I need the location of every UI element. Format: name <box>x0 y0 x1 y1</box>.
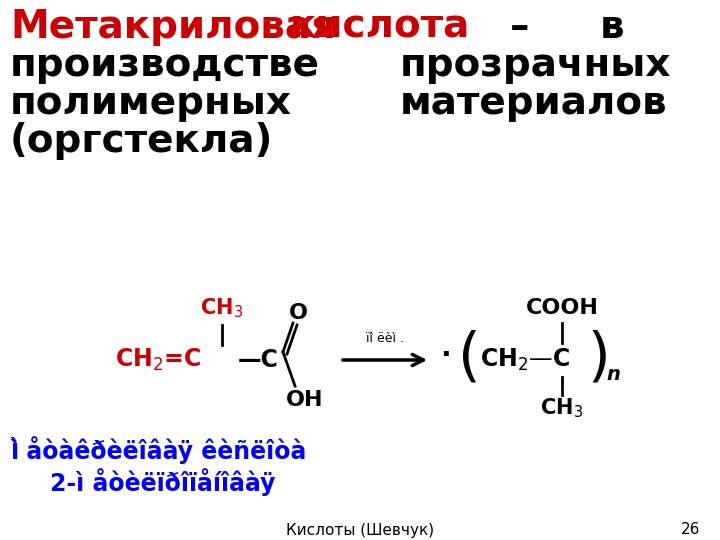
Text: ïî ëèì .: ïî ëèì . <box>366 332 404 345</box>
Text: Кислоты (Шевчук): Кислоты (Шевчук) <box>286 523 434 537</box>
Text: ): ) <box>587 329 610 387</box>
Text: материалов: материалов <box>400 84 667 122</box>
Text: OH: OH <box>287 390 324 410</box>
Text: CH$_3$: CH$_3$ <box>200 296 243 320</box>
Text: CH$_2$=C: CH$_2$=C <box>115 347 201 373</box>
Text: кислота: кислота <box>290 8 470 46</box>
Text: —C: —C <box>238 348 279 372</box>
Text: O: O <box>289 303 307 323</box>
Text: n: n <box>606 366 620 384</box>
Text: CH$_3$: CH$_3$ <box>541 396 583 420</box>
Text: 26: 26 <box>680 523 700 537</box>
Text: ì åòàêðèëîâàÿ êèñëîòà: ì åòàêðèëîâàÿ êèñëîòà <box>10 436 307 464</box>
Text: (: ( <box>458 329 481 387</box>
Text: в: в <box>600 8 625 46</box>
Text: ·: · <box>440 341 450 369</box>
Text: прозрачных: прозрачных <box>400 46 672 84</box>
Text: ì: ì <box>10 438 18 462</box>
Text: –: – <box>510 8 529 46</box>
Text: 2-ì åòèëïðîïåíîâàÿ: 2-ì åòèëïðîïåíîâàÿ <box>50 468 275 496</box>
Text: (оргстекла): (оргстекла) <box>10 122 274 160</box>
Text: производстве: производстве <box>10 46 320 84</box>
Text: COOH: COOH <box>526 298 598 318</box>
Text: CH$_2$—C: CH$_2$—C <box>480 347 570 373</box>
Text: полимерных: полимерных <box>10 84 292 122</box>
Text: Метакриловая: Метакриловая <box>10 8 336 46</box>
